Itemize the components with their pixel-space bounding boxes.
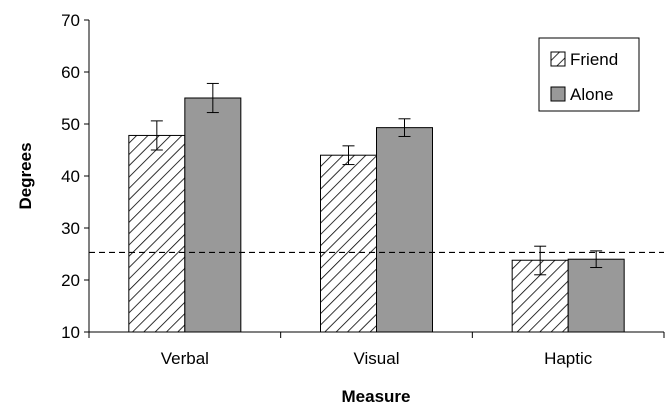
y-tick-label: 60 bbox=[61, 63, 80, 82]
y-tick-label: 40 bbox=[61, 167, 80, 186]
y-tick-label: 30 bbox=[61, 219, 80, 238]
bar-friend-verbal bbox=[128, 134, 186, 333]
legend-swatch-alone bbox=[550, 86, 566, 102]
bars bbox=[128, 97, 625, 333]
y-axis-title: Degrees bbox=[16, 142, 35, 209]
x-axis-title: Measure bbox=[342, 387, 411, 406]
legend-swatch-friend bbox=[550, 51, 566, 67]
y-axis: 10 20 30 40 50 60 70 bbox=[61, 11, 90, 342]
legend-label-alone: Alone bbox=[570, 85, 613, 104]
legend-label-friend: Friend bbox=[570, 50, 618, 69]
bar-alone-verbal bbox=[184, 97, 242, 333]
bar-alone-haptic bbox=[567, 258, 625, 333]
legend: Friend Alone bbox=[538, 37, 640, 112]
bar-alone-visual bbox=[376, 127, 433, 333]
y-tick-label: 10 bbox=[61, 323, 80, 342]
x-axis: Verbal Visual Haptic bbox=[88, 331, 665, 368]
x-tick-label: Verbal bbox=[161, 349, 209, 368]
bar-friend-visual bbox=[320, 154, 377, 333]
x-tick-label: Visual bbox=[354, 349, 400, 368]
y-tick-label: 20 bbox=[61, 271, 80, 290]
error-bars bbox=[150, 82, 603, 276]
y-tick-label: 50 bbox=[61, 115, 80, 134]
x-tick-label: Haptic bbox=[544, 349, 593, 368]
y-tick-label: 70 bbox=[61, 11, 80, 30]
